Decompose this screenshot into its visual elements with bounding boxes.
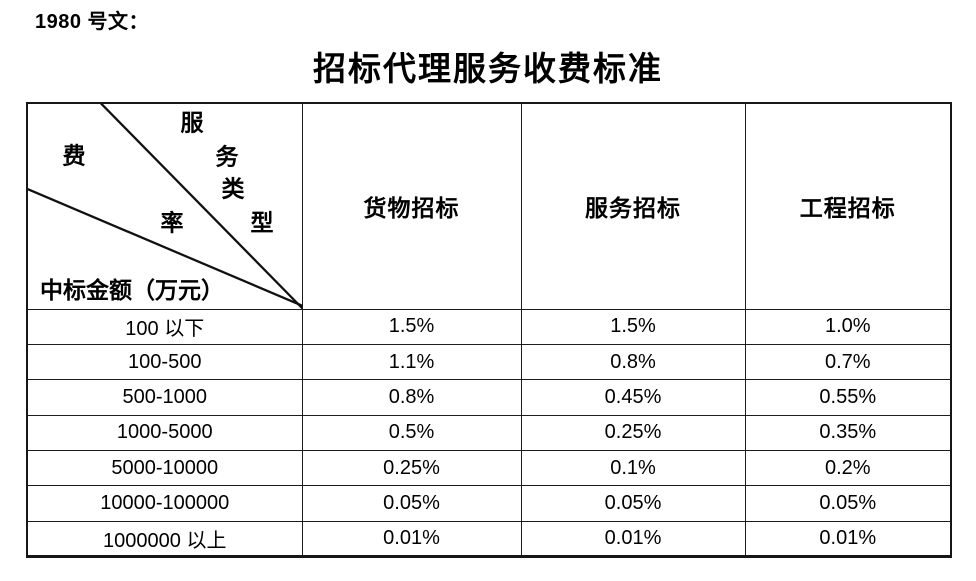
service-type-char-3: 类 [221,176,245,202]
diagonal-divider-lines [28,104,301,308]
service-type-char-2: 务 [215,144,239,170]
rate-value-cell: 0.25% [520,414,746,452]
amount-range-cell: 1000-5000 [26,414,303,452]
rate-value-cell: 0.05% [520,485,746,522]
column-header-goods: 货物招标 [301,102,522,310]
amount-axis-label: 中标金额（万元） [40,278,224,303]
fee-rate-char-2: 率 [160,210,184,236]
amount-range-cell: 100-500 [26,343,303,381]
amount-range-cell: 1000000 以上 [26,520,303,558]
amount-range-cell: 10000-100000 [26,485,303,522]
amount-range-cell: 500-1000 [26,379,303,416]
diagonal-corner-box: 服 务 类 型 费 率 中标金额（万元） [28,104,301,308]
table-row: 100 以下 1.5% 1.5% 1.0% [26,308,952,345]
diagonal-corner-cell: 服 务 类 型 费 率 中标金额（万元） [26,102,303,310]
amount-range-cell: 100 以下 [26,308,303,345]
table-row: 10000-100000 0.05% 0.05% 0.05% [26,485,952,522]
rate-value-cell: 0.7% [744,343,952,381]
rate-value-cell: 0.55% [744,379,952,416]
table-row: 500-1000 0.8% 0.45% 0.55% [26,379,952,416]
rate-value-cell: 0.01% [301,520,522,558]
rate-value-cell: 0.05% [744,485,952,522]
rate-value-cell: 1.1% [301,343,522,381]
table-row: 1000000 以上 0.01% 0.01% 0.01% [26,520,952,558]
rate-value-cell: 1.5% [301,308,522,345]
rate-value-cell: 0.5% [301,414,522,452]
table-row: 100-500 1.1% 0.8% 0.7% [26,343,952,381]
rate-value-cell: 0.2% [744,450,952,487]
service-type-char-1: 服 [180,110,204,136]
rate-value-cell: 0.01% [744,520,952,558]
amount-range-cell: 5000-10000 [26,450,303,487]
rate-value-cell: 0.8% [301,379,522,416]
rate-value-cell: 0.25% [301,450,522,487]
fee-table: 服 务 类 型 费 率 中标金额（万元） 货物招标 服务招标 工程招标 100 … [26,102,952,559]
rate-value-cell: 0.01% [520,520,746,558]
fee-rate-char-1: 费 [62,143,86,169]
rate-value-cell: 1.5% [520,308,746,345]
fee-table-body: 100 以下 1.5% 1.5% 1.0% 100-500 1.1% 0.8% 0.7% 500… [26,308,952,558]
rate-value-cell: 0.05% [301,485,522,522]
doc-ref-label: 1980 号文： [35,11,150,33]
column-header-works: 工程招标 [744,102,952,310]
page-title: 招标代理服务收费标准 [313,52,663,88]
header-row: 服 务 类 型 费 率 中标金额（万元） 货物招标 服务招标 工程招标 [26,102,952,310]
rate-value-cell: 0.35% [744,414,952,452]
rate-value-cell: 0.8% [520,343,746,381]
table-row: 5000-10000 0.25% 0.1% 0.2% [26,450,952,487]
rate-value-cell: 0.45% [520,379,746,416]
table-row: 1000-5000 0.5% 0.25% 0.35% [26,414,952,452]
rate-value-cell: 0.1% [520,450,746,487]
service-type-char-4: 型 [250,210,274,236]
rate-value-cell: 1.0% [744,308,952,345]
column-header-services: 服务招标 [520,102,746,310]
